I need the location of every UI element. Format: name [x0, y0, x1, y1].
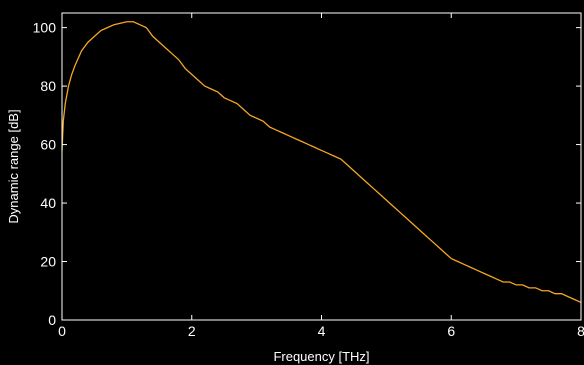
y-tick-label: 40 [40, 195, 56, 211]
x-tick-label: 4 [318, 323, 326, 339]
y-tick-label: 100 [33, 20, 57, 36]
y-tick-label: 80 [40, 78, 56, 94]
y-axis-label: Dynamic range [dB] [6, 109, 21, 223]
plot-area [61, 21, 582, 304]
x-tick-label: 2 [188, 323, 196, 339]
y-tick-label: 0 [48, 312, 56, 328]
x-tick-label: 6 [447, 323, 455, 339]
axes-frame [61, 12, 582, 321]
y-tick-label: 20 [40, 254, 56, 270]
x-tick-label: 0 [58, 323, 66, 339]
y-tick-label: 60 [40, 137, 56, 153]
x-tick-label: 8 [577, 323, 584, 339]
x-axis-label: Frequency [THz] [273, 349, 369, 364]
series-line-0 [61, 21, 582, 304]
